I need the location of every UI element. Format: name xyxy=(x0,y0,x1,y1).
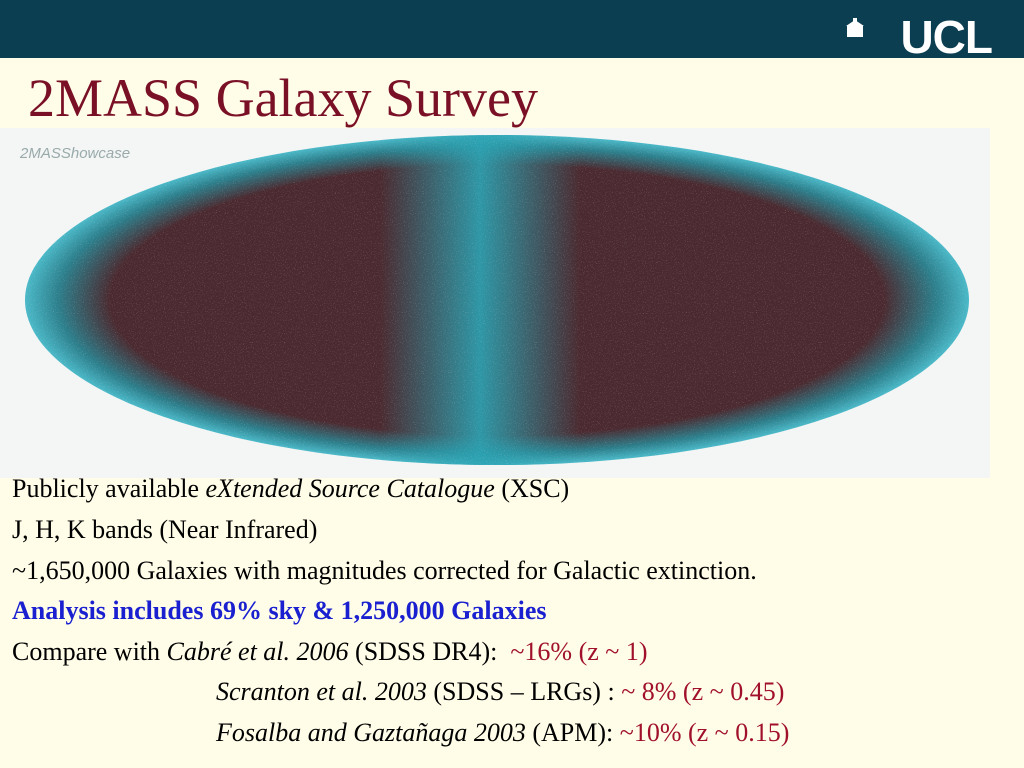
text: eXtended Source Catalogue xyxy=(205,474,495,503)
text-line: ~1,650,000 Galaxies with magnitudes corr… xyxy=(12,556,757,586)
text: Cabré et al. 2006 xyxy=(166,637,349,666)
text: (APM): xyxy=(525,718,620,747)
text-line: Analysis includes 69% sky & 1,250,000 Ga… xyxy=(12,596,547,626)
text-line: Publicly available eXtended Source Catal… xyxy=(12,474,569,504)
text: ~10% (z ~ 0.15) xyxy=(619,718,790,747)
sky-map-image: 2MASShowcase xyxy=(0,128,990,478)
text-line: J, H, K bands (Near Infrared) xyxy=(12,515,317,545)
text: Analysis includes 69% sky & 1,250,000 Ga… xyxy=(12,596,547,625)
image-label: 2MASShowcase xyxy=(19,145,130,162)
text: (XSC) xyxy=(494,474,570,503)
header-bar xyxy=(0,0,1024,58)
text: Compare with xyxy=(12,637,167,666)
text: (SDSS DR4): xyxy=(348,637,511,666)
logo: UCL xyxy=(900,11,993,63)
text: Scranton et al. 2003 xyxy=(216,677,427,706)
text: (SDSS – LRGs) : xyxy=(426,677,622,706)
text-line: Compare with Cabré et al. 2006 (SDSS DR4… xyxy=(12,637,648,667)
slide-title: 2MASS Galaxy Survey xyxy=(28,68,538,128)
text: Publicly available xyxy=(12,474,206,503)
text: ~16% (z ~ 1) xyxy=(510,637,648,666)
text: J, H, K bands (Near Infrared) xyxy=(12,515,318,544)
text-line: Scranton et al. 2003 (SDSS – LRGs) : ~ 8… xyxy=(216,677,784,707)
text: Fosalba and Gaztañaga 2003 xyxy=(216,718,526,747)
logo-icon xyxy=(846,18,864,37)
text: ~ 8% (z ~ 0.45) xyxy=(621,677,785,706)
text-line: Fosalba and Gaztañaga 2003 (APM): ~10% (… xyxy=(216,718,789,748)
text: ~1,650,000 Galaxies with magnitudes corr… xyxy=(12,556,757,585)
